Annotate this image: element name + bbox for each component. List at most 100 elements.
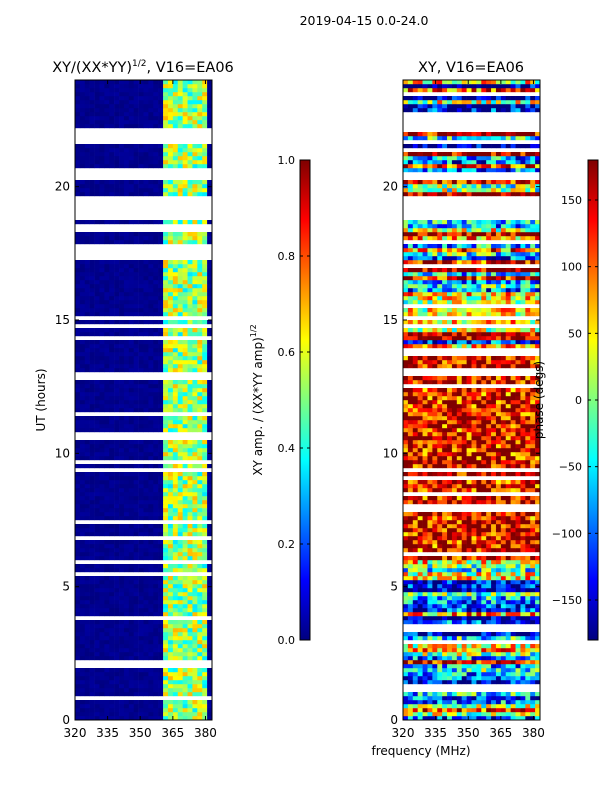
heatmap-cell (187, 580, 193, 585)
heatmap-cell (187, 388, 193, 393)
heatmap-cell (75, 576, 81, 581)
heatmap-cell (128, 580, 135, 585)
heatmap-cell (525, 668, 531, 673)
heatmap-cell (456, 560, 463, 565)
heatmap-cell (84, 620, 90, 625)
heatmap-cell (192, 556, 198, 561)
heatmap-cell (500, 660, 507, 665)
heatmap-cell (138, 320, 144, 325)
heatmap-cell (451, 512, 458, 517)
heatmap-cell (163, 644, 169, 649)
heatmap-cell (99, 288, 105, 293)
heatmap-cell (75, 620, 81, 625)
heatmap-cell (535, 716, 541, 721)
heatmap-cell (192, 712, 198, 717)
heatmap-cell (172, 692, 179, 697)
heatmap-cell (138, 420, 144, 425)
heatmap-cell (163, 588, 169, 593)
heatmap-cell (495, 652, 502, 657)
heatmap-cell (153, 532, 159, 537)
heatmap-cell (481, 616, 487, 621)
heatmap-cell (89, 640, 95, 645)
heatmap-cell (84, 600, 90, 605)
heatmap-cell (495, 600, 502, 605)
heatmap-cell (114, 292, 120, 297)
heatmap-cell (525, 704, 531, 709)
heatmap-cell (79, 292, 86, 297)
heatmap-cell (202, 652, 208, 657)
heatmap-cell (412, 488, 418, 493)
heatmap-cell (491, 680, 497, 685)
heatmap-cell (403, 696, 409, 701)
heatmap-cell (407, 656, 414, 661)
heatmap-cell (422, 600, 428, 605)
heatmap-cell (432, 664, 438, 669)
heatmap-cell (520, 620, 526, 625)
heatmap-cell (133, 500, 139, 505)
heatmap-cell (79, 240, 86, 245)
heatmap-cell (471, 608, 477, 613)
heatmap-cell (535, 632, 541, 637)
heatmap-cell (442, 540, 448, 545)
heatmap-cell (471, 472, 477, 477)
heatmap-cell (202, 568, 208, 573)
heatmap-cell (138, 448, 144, 453)
heatmap-cell (172, 496, 179, 501)
heatmap-cell (182, 452, 188, 457)
heatmap-cell (432, 564, 438, 569)
heatmap-cell (192, 504, 198, 509)
heatmap-cell (153, 652, 159, 657)
heatmap-cell (505, 612, 511, 617)
heatmap-cell (163, 568, 169, 573)
heatmap-cell (403, 656, 409, 661)
heatmap-cell (202, 292, 208, 297)
heatmap-cell (476, 708, 482, 713)
heatmap-cell (515, 484, 521, 489)
heatmap-cell (153, 508, 159, 513)
heatmap-cell (412, 584, 418, 589)
heatmap-cell (133, 388, 139, 393)
heatmap-cell (75, 416, 81, 421)
heatmap-cell (123, 648, 130, 653)
heatmap-cell (442, 584, 448, 589)
heatmap-cell (94, 300, 100, 305)
heatmap-cell (437, 576, 443, 581)
heatmap-cell (143, 484, 149, 489)
heatmap-cell (197, 684, 203, 689)
heatmap-cell (79, 400, 86, 405)
heatmap-cell (153, 232, 159, 237)
heatmap-cell (182, 632, 188, 637)
heatmap-cell (79, 548, 86, 553)
heatmap-cell (177, 484, 183, 489)
heatmap-cell (158, 160, 164, 165)
heatmap-cell (207, 604, 213, 609)
heatmap-cell (417, 548, 423, 553)
heatmap-cell (510, 616, 516, 621)
heatmap-cell (535, 580, 541, 585)
heatmap-cell (114, 472, 120, 477)
heatmap-cell (207, 88, 213, 93)
heatmap-cell (197, 628, 203, 633)
heatmap-cell (138, 84, 144, 89)
heatmap-cell (437, 548, 443, 553)
heatmap-cell (133, 600, 139, 605)
heatmap-cell (481, 540, 487, 545)
heatmap-cell (192, 612, 198, 617)
heatmap-cell (505, 496, 511, 501)
heatmap-cell (109, 112, 115, 117)
heatmap-cell (143, 512, 149, 517)
heatmap-cell (89, 504, 95, 509)
heatmap-cell (202, 716, 208, 721)
heatmap-cell (119, 144, 125, 149)
heatmap-cell (427, 648, 433, 653)
heatmap-cell (99, 448, 105, 453)
heatmap-cell (79, 500, 86, 505)
heatmap-cell (177, 384, 183, 389)
heatmap-cell (94, 236, 100, 241)
heatmap-cell (442, 612, 448, 617)
heatmap-cell (158, 116, 164, 121)
heatmap-cell (461, 536, 467, 541)
heatmap-cell (109, 564, 115, 569)
heatmap-cell (104, 84, 110, 89)
heatmap-cell (535, 712, 541, 717)
